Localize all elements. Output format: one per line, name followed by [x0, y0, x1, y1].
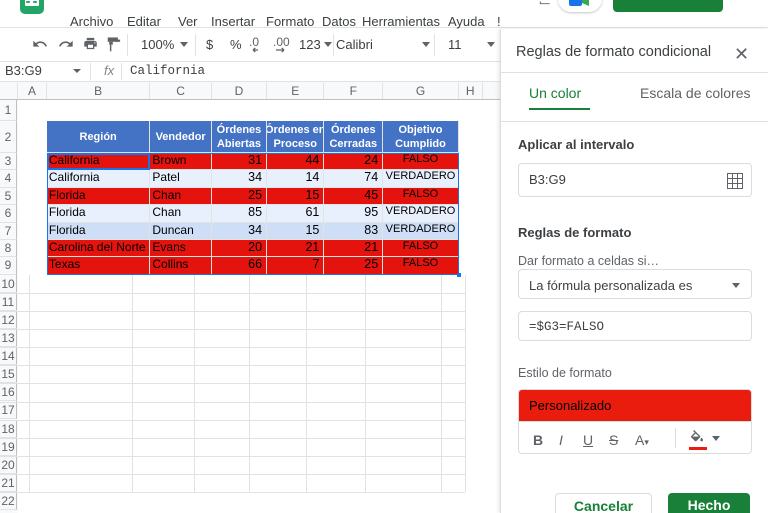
svg-text:.0: .0 — [249, 35, 259, 49]
svg-text:.00: .00 — [273, 35, 290, 49]
